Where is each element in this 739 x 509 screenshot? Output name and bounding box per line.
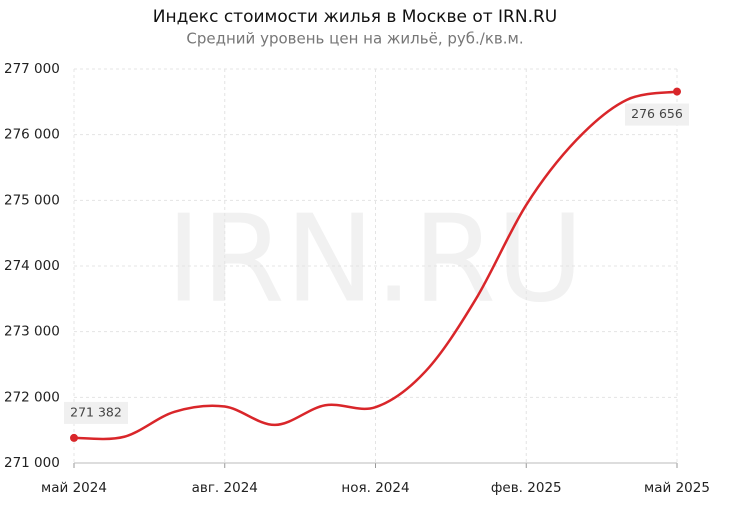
y-tick-label: 275 000 xyxy=(4,192,60,208)
chart-title: Индекс стоимости жилья в Москве от IRN.R… xyxy=(153,7,557,27)
chart-subtitle: Средний уровень цен на жильё, руб./кв.м. xyxy=(186,30,523,48)
y-tick-label: 271 000 xyxy=(4,455,60,471)
y-tick-label: 277 000 xyxy=(4,61,60,77)
end-point xyxy=(673,87,681,96)
end-point xyxy=(70,433,78,442)
x-tick-label: ноя. 2024 xyxy=(341,480,409,496)
y-tick-label: 274 000 xyxy=(4,258,60,274)
value-label: 271 382 xyxy=(70,404,122,419)
y-tick-label: 272 000 xyxy=(4,389,60,405)
value-label-box xyxy=(64,401,128,424)
line xyxy=(73,90,678,441)
x-tick-label: май 2025 xyxy=(644,480,710,496)
y-tick-label: 273 000 xyxy=(4,324,60,340)
x-tick-label: авг. 2024 xyxy=(192,480,258,496)
x-tick-label: май 2024 xyxy=(41,480,107,496)
value-label-box xyxy=(625,103,689,126)
y-tick-label: 276 000 xyxy=(4,127,60,143)
value-label: 276 656 xyxy=(631,106,683,121)
x-tick-label: фев. 2025 xyxy=(491,480,562,496)
